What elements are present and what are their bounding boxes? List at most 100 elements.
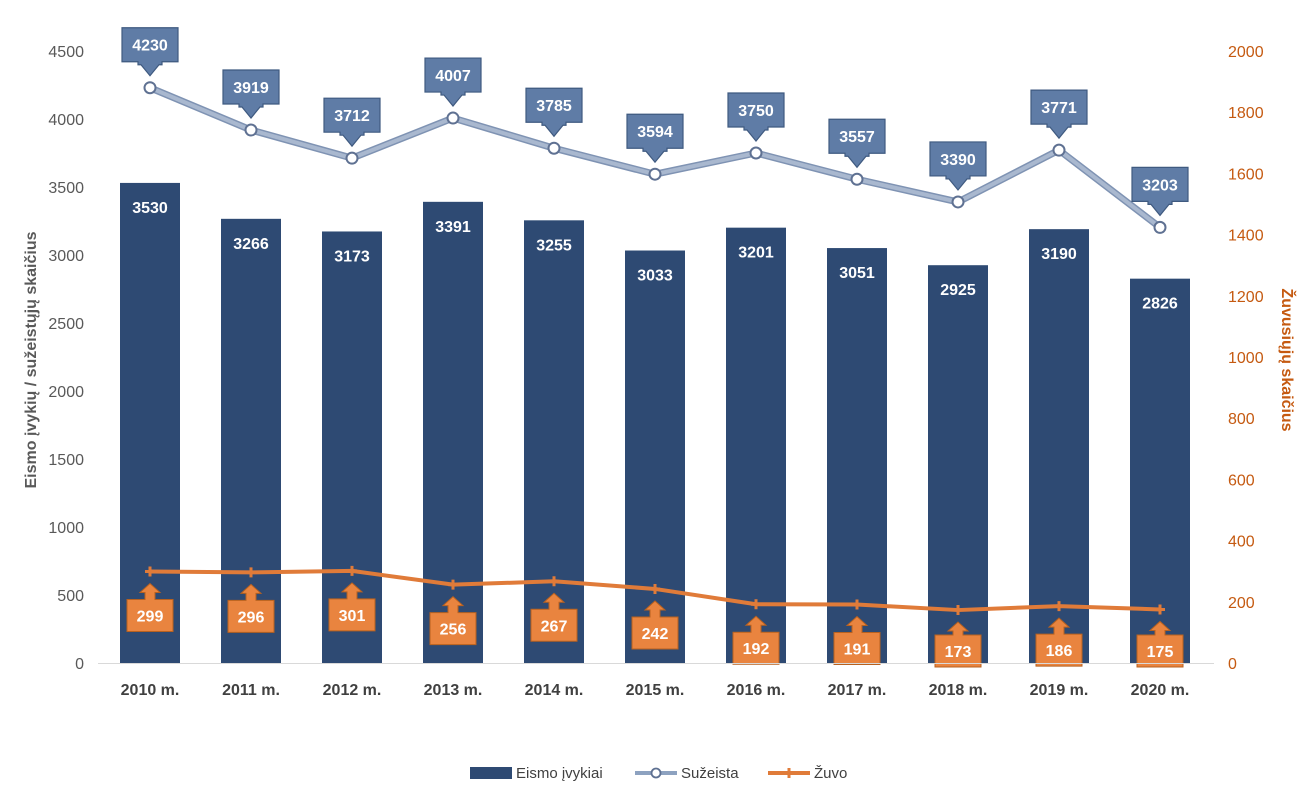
injured-point-10: [1153, 220, 1167, 234]
killed-callout-9: [1035, 617, 1083, 667]
legend-label-injured: Sužeista: [681, 765, 739, 782]
bar-10: [1130, 278, 1190, 663]
bar-8: [928, 265, 988, 663]
killed-point-9: [1054, 601, 1064, 612]
legend-swatch-injured-marker: [650, 767, 662, 779]
injured-callout-9: [1030, 89, 1088, 140]
injured-value-label-3: 4007: [435, 68, 471, 85]
legend-label-killed: Žuvo: [814, 765, 847, 782]
bar-6: [726, 227, 786, 663]
y-right-tick-1400: 1400: [1228, 228, 1264, 245]
bar-3: [423, 201, 483, 663]
x-tick-1: 2011 m.: [222, 682, 280, 699]
injured-value-label-0: 4230: [132, 38, 168, 55]
x-tick-2: 2012 m.: [323, 682, 382, 699]
injured-callout-6: [727, 92, 785, 142]
y-right-tick-200: 200: [1228, 595, 1255, 612]
x-tick-6: 2016 m.: [727, 682, 786, 699]
injured-value-label-5: 3594: [637, 124, 673, 141]
x-tick-3: 2013 m.: [424, 682, 483, 699]
injured-callout-3: [424, 57, 482, 107]
y-left-tick-1500: 1500: [48, 452, 84, 469]
killed-point-4: [549, 576, 559, 587]
injured-value-label-10: 3203: [1142, 177, 1178, 194]
killed-value-label-4: 267: [541, 618, 568, 635]
bar-value-label-6: 3201: [738, 245, 774, 262]
y-right-tick-1200: 1200: [1228, 289, 1264, 306]
injured-callout-7: [828, 118, 886, 169]
y-left-tick-3000: 3000: [48, 248, 84, 265]
y-left-tick-1000: 1000: [48, 520, 84, 537]
y-axis-left-title: Eismo įvykių / sužeistųjų skaičius: [23, 231, 40, 488]
legend-label-bars: Eismo įvykiai: [516, 765, 603, 782]
injured-callout-2: [323, 97, 381, 148]
injured-point-5: [648, 167, 662, 181]
injured-point-3: [446, 111, 460, 125]
y-right-tick-1800: 1800: [1228, 105, 1264, 122]
killed-callout-2: [328, 582, 376, 632]
bar-value-label-7: 3051: [839, 265, 875, 282]
y-left-tick-4500: 4500: [48, 44, 84, 61]
y-left-tick-2000: 2000: [48, 384, 84, 401]
killed-callout-6: [732, 615, 780, 665]
injured-value-label-2: 3712: [334, 108, 370, 125]
bar-7: [827, 248, 887, 663]
killed-value-label-2: 301: [339, 608, 366, 625]
x-tick-10: 2020 m.: [1131, 682, 1190, 699]
injured-line-group: 4230 3919 3712 4007 3785 3594 3750 3557 3390 3771…: [121, 27, 1189, 234]
bar-value-label-2: 3173: [334, 248, 370, 265]
killed-point-1: [246, 567, 256, 578]
bar-value-label-8: 2925: [940, 282, 976, 299]
killed-value-label-10: 175: [1147, 644, 1174, 661]
injured-value-label-4: 3785: [536, 98, 572, 115]
y-right-tick-0: 0: [1228, 656, 1237, 673]
injured-point-1: [244, 123, 258, 137]
killed-value-label-9: 186: [1046, 643, 1073, 660]
killed-value-label-1: 296: [238, 609, 265, 626]
x-tick-7: 2017 m.: [828, 682, 887, 699]
injured-point-4: [547, 141, 561, 155]
bar-value-label-4: 3255: [536, 237, 572, 254]
bar-5: [625, 250, 685, 663]
bar-value-label-10: 2826: [1142, 296, 1178, 313]
x-tick-4: 2014 m.: [525, 682, 584, 699]
killed-point-3: [448, 579, 458, 590]
y-left-tick-4000: 4000: [48, 112, 84, 129]
injured-point-7: [850, 172, 864, 186]
killed-callout-4: [530, 592, 578, 642]
killed-callout-3: [429, 595, 477, 646]
killed-point-10: [1155, 604, 1165, 615]
y-left-tick-2500: 2500: [48, 316, 84, 333]
bar-value-label-5: 3033: [637, 268, 673, 285]
killed-value-label-3: 256: [440, 622, 467, 639]
killed-point-5: [650, 583, 660, 594]
bar-4: [524, 220, 584, 663]
axes-group: 0 500 1000 1500 2000 2500 3000 3500 4000 4500 0 200…: [48, 44, 1263, 699]
legend-swatch-bars: [470, 767, 512, 779]
killed-point-7: [852, 599, 862, 610]
y-right-tick-400: 400: [1228, 534, 1255, 551]
x-tick-5: 2015 m.: [626, 682, 685, 699]
y-right-tick-1600: 1600: [1228, 166, 1264, 183]
bars-group: [120, 182, 1190, 664]
killed-point-2: [347, 565, 357, 576]
killed-value-label-5: 242: [642, 626, 669, 643]
y-right-tick-2000: 2000: [1228, 44, 1264, 61]
x-tick-8: 2018 m.: [929, 682, 988, 699]
killed-value-label-7: 191: [844, 642, 871, 659]
killed-point-6: [751, 599, 761, 610]
killed-callout-7: [833, 615, 881, 666]
bar-value-label-1: 3266: [233, 236, 269, 253]
injured-value-label-9: 3771: [1041, 100, 1077, 117]
y-right-tick-800: 800: [1228, 411, 1255, 428]
injured-callout-0: [121, 27, 179, 77]
bar-9: [1029, 229, 1089, 663]
killed-value-label-8: 173: [945, 644, 972, 661]
killed-point-8: [953, 605, 963, 616]
y-axis-right-title: Žuvusiųjų skaičius: [1278, 288, 1297, 431]
bar-value-label-3: 3391: [435, 219, 471, 236]
injured-callout-10: [1131, 166, 1189, 217]
injured-callout-4: [525, 87, 583, 138]
injured-point-2: [345, 151, 359, 165]
